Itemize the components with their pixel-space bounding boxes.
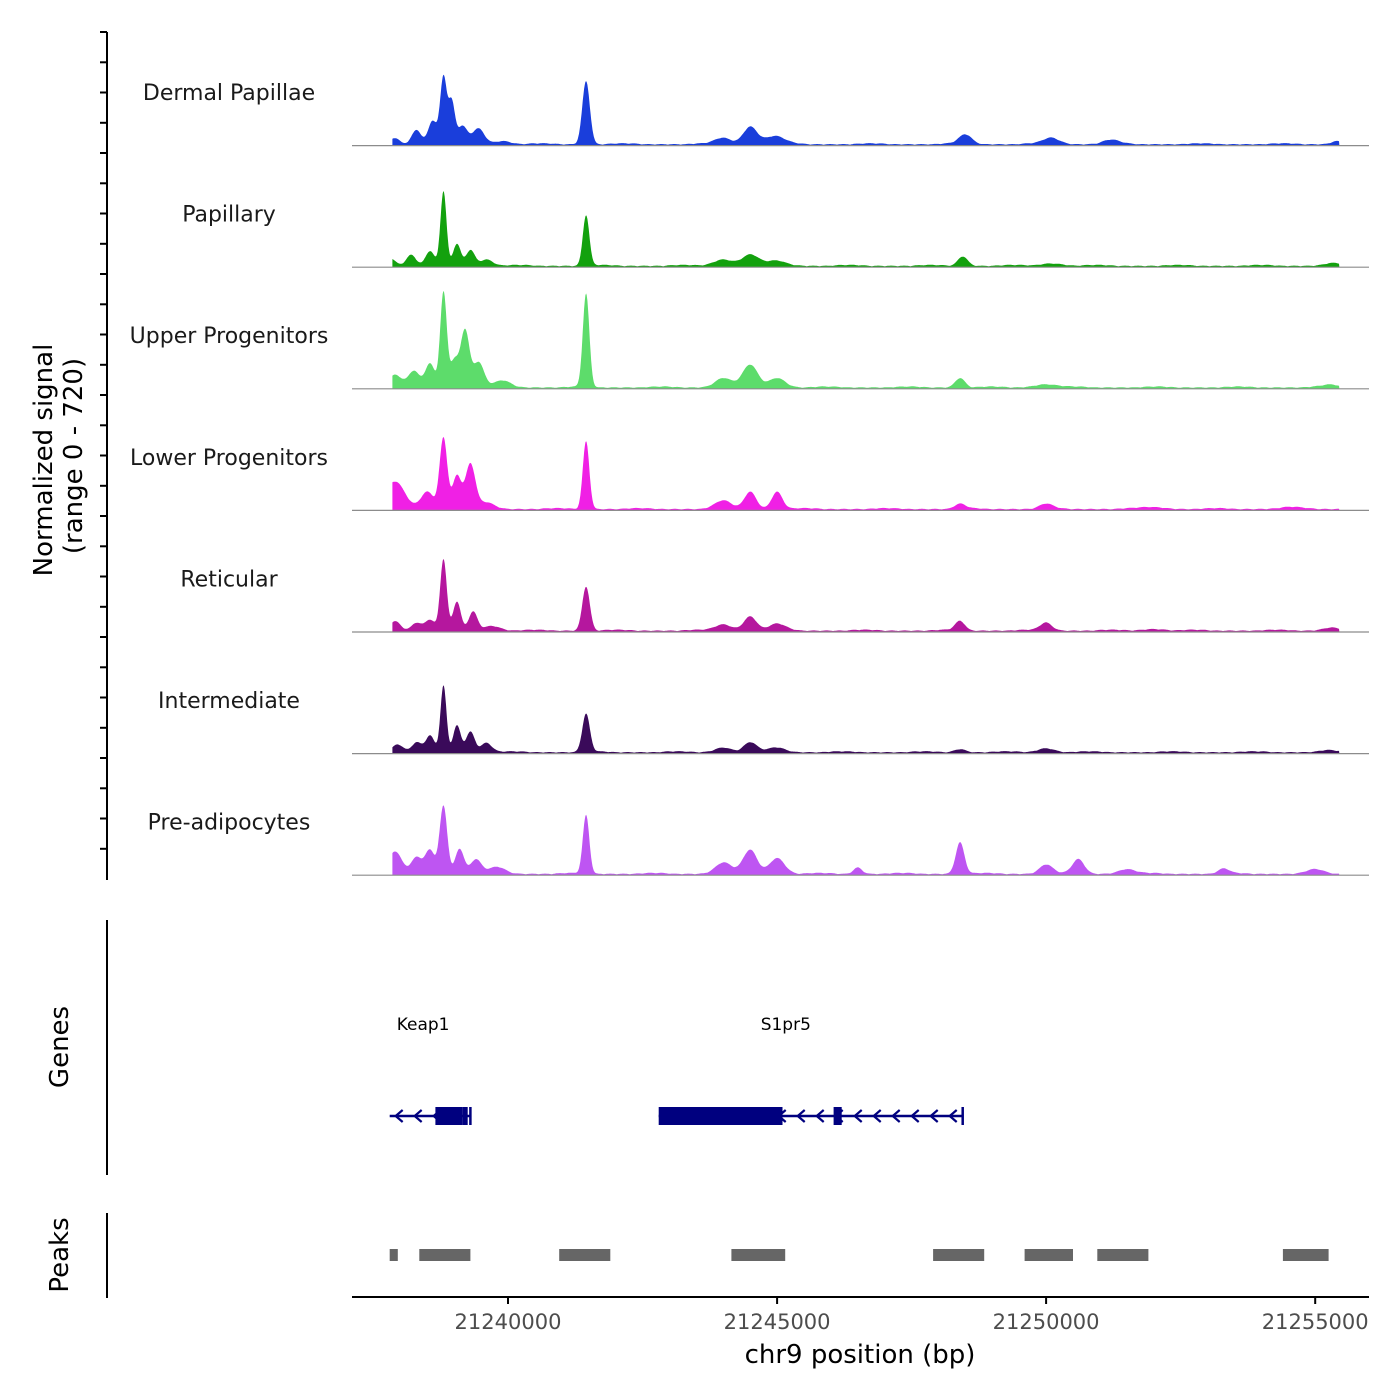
- gene-exon: [451, 1107, 463, 1125]
- strand-arrow: [929, 1109, 939, 1123]
- gene: S1pr5: [658, 1015, 964, 1125]
- strand-arrow: [796, 1109, 806, 1123]
- x-tick-label: 21240000: [455, 1310, 562, 1334]
- peak-region: [1097, 1249, 1149, 1261]
- coverage-track: Reticular: [180, 559, 1369, 633]
- track-label: Pre-adipocytes: [148, 811, 311, 836]
- coverage-area: [392, 291, 1340, 389]
- peak-region: [731, 1249, 786, 1261]
- gene-exon: [462, 1107, 468, 1125]
- coverage-tracks: Dermal Papillae Papillary Upper Progenitor…: [130, 74, 1369, 876]
- gene-exon: [658, 1107, 783, 1125]
- coverage-track: Dermal Papillae: [143, 74, 1369, 147]
- coverage-track: Upper Progenitors: [130, 291, 1369, 390]
- peak-region: [1024, 1249, 1073, 1261]
- coverage-track: Pre-adipocytes: [148, 805, 1369, 876]
- x-axis: 21240000 21245000 21250000 21255000: [352, 1296, 1369, 1334]
- coverage-track: Intermediate: [158, 685, 1369, 755]
- x-tick-label: 21255000: [1262, 1310, 1369, 1334]
- coverage-y-axis: [100, 31, 108, 880]
- strand-arrow: [393, 1109, 404, 1123]
- coverage-area: [392, 805, 1340, 876]
- track-label: Lower Progenitors: [130, 446, 328, 471]
- peak-region: [559, 1249, 611, 1261]
- coverage-area: [392, 191, 1340, 268]
- coverage-area: [392, 437, 1340, 511]
- x-tick-label: 21250000: [993, 1310, 1100, 1334]
- peak-region: [389, 1249, 398, 1261]
- coverage-track: Papillary: [182, 191, 1369, 268]
- coverage-area: [392, 685, 1340, 754]
- coverage-ylabel-line1: Normalized signal: [29, 344, 59, 577]
- genes-label: Genes: [45, 1006, 75, 1088]
- peak-region: [1282, 1249, 1329, 1261]
- strand-arrow: [853, 1109, 863, 1123]
- x-tick-label: 21245000: [724, 1310, 831, 1334]
- track-label: Dermal Papillae: [143, 81, 315, 106]
- track-label: Reticular: [180, 567, 278, 592]
- gene-label: Keap1: [397, 1015, 450, 1035]
- peaks-track: [389, 1249, 1329, 1261]
- peak-region: [419, 1249, 471, 1261]
- strand-arrow: [872, 1109, 882, 1123]
- strand-arrow: [815, 1109, 825, 1123]
- strand-arrow: [948, 1109, 958, 1123]
- peak-region: [933, 1249, 985, 1261]
- strand-arrow: [891, 1109, 901, 1123]
- coverage-area: [392, 74, 1340, 146]
- coverage-ylabel-line2: (range 0 - 720): [59, 358, 89, 554]
- coverage-track: Lower Progenitors: [130, 437, 1369, 511]
- gene-exon: [435, 1107, 452, 1125]
- x-axis-title: chr9 position (bp): [745, 1340, 976, 1370]
- gene: Keap1: [389, 1015, 472, 1125]
- gene-label: S1pr5: [761, 1015, 811, 1035]
- gene-exon: [833, 1107, 842, 1125]
- strand-arrow: [910, 1109, 920, 1123]
- gene-annotation-track: Keap1 S1pr5: [389, 1015, 964, 1125]
- coverage-area: [392, 559, 1340, 632]
- track-label: Papillary: [182, 203, 276, 228]
- track-label: Upper Progenitors: [130, 324, 329, 349]
- strand-arrow: [412, 1109, 423, 1123]
- track-label: Intermediate: [158, 689, 300, 714]
- peaks-label: Peaks: [45, 1217, 75, 1292]
